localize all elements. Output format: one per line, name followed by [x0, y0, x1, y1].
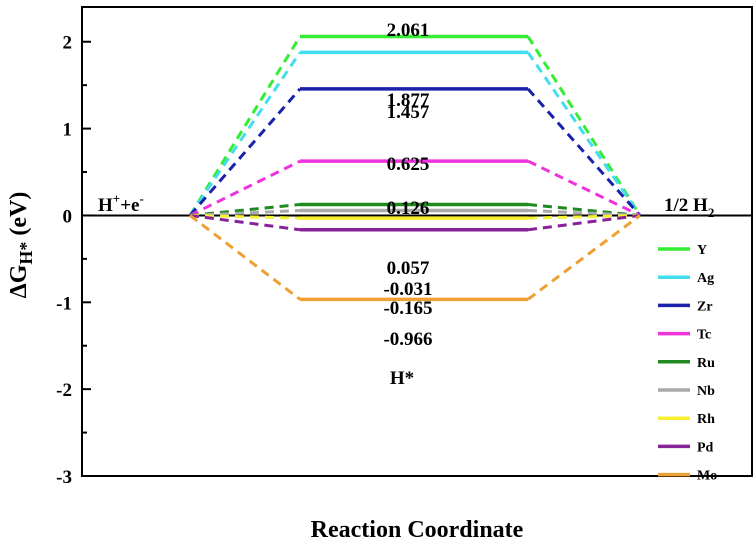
state-intermediate-label: H* — [390, 368, 414, 389]
legend-label: Rh — [697, 412, 715, 427]
fall-connector — [527, 213, 641, 220]
y-axis-title-sub: H* — [16, 242, 36, 265]
legend-label: Mo — [697, 469, 717, 484]
value-label-zr: 1.457 — [387, 102, 430, 123]
value-label-pd: -0.165 — [383, 298, 432, 319]
rise-connector — [189, 213, 301, 232]
rise-connector — [188, 87, 302, 217]
plot-frame — [81, 6, 753, 477]
y-tick-label: -2 — [56, 380, 72, 401]
legend-item-ru: Ru — [658, 356, 715, 371]
legend-label: Y — [697, 243, 707, 258]
state-final-main: 1/2 H — [664, 195, 708, 216]
state-initial-sup2: - — [139, 191, 143, 206]
value-label-ru: 0.126 — [387, 198, 430, 219]
rise-connector — [189, 214, 301, 301]
value-label-y: 2.061 — [387, 20, 430, 41]
fall-connector — [526, 51, 642, 217]
y-tick-label: -3 — [56, 467, 72, 488]
y-tick-label: 2 — [63, 33, 73, 54]
series-tc — [189, 159, 641, 217]
fall-connector — [527, 214, 641, 301]
legend-label: Tc — [697, 328, 711, 343]
series-pd — [189, 213, 641, 232]
legend-label: Pd — [697, 440, 714, 455]
state-initial-main: H — [98, 195, 113, 216]
state-initial-label: H++e- — [98, 191, 144, 216]
value-label-rh: -0.031 — [383, 279, 432, 300]
series-y — [188, 34, 642, 217]
y-axis-title-unit: (eV) — [6, 192, 32, 242]
fall-connector — [526, 87, 642, 217]
legend-item-nb: Nb — [658, 384, 715, 399]
value-label-ag: 1.877 — [387, 90, 430, 111]
value-label-nb: 0.057 — [387, 258, 430, 279]
rise-connector — [189, 159, 301, 217]
legend-item-tc: Tc — [658, 328, 711, 343]
state-final-sub: 2 — [708, 205, 715, 220]
rise-connector — [188, 51, 302, 217]
legend-item-zr: Zr — [658, 299, 713, 314]
legend-item-pd: Pd — [658, 440, 714, 455]
legend-item-y: Y — [658, 243, 707, 258]
state-initial-sup: + — [113, 191, 120, 206]
legend-item-ag: Ag — [658, 271, 714, 286]
legend-label: Ag — [697, 271, 714, 286]
y-axis-title-main: ΔG — [6, 264, 32, 298]
y-tick-label: -1 — [56, 293, 72, 314]
legend-label: Zr — [697, 299, 713, 314]
state-initial-mid: +e — [120, 195, 139, 216]
y-axis-title: ΔGH* (eV) — [6, 192, 36, 299]
value-label-tc: 0.625 — [387, 154, 430, 175]
legend-label: Ru — [697, 356, 715, 371]
legend-item-rh: Rh — [658, 412, 715, 427]
x-axis-title: Reaction Coordinate — [311, 517, 524, 543]
state-final-label: 1/2 H2 — [664, 195, 714, 220]
series-ag — [188, 50, 642, 217]
fall-connector — [527, 213, 641, 232]
legend-label: Nb — [697, 384, 715, 399]
y-tick-label: 1 — [63, 120, 73, 141]
series-mo — [189, 214, 641, 302]
series-rh — [189, 213, 641, 220]
value-label-mo: -0.966 — [383, 329, 432, 350]
rise-connector — [189, 213, 301, 220]
fall-connector — [526, 35, 642, 217]
y-tick-label: 0 — [63, 206, 73, 227]
legend-item-mo: Mo — [658, 469, 717, 484]
fall-connector — [527, 159, 641, 217]
series-zr — [188, 87, 642, 217]
